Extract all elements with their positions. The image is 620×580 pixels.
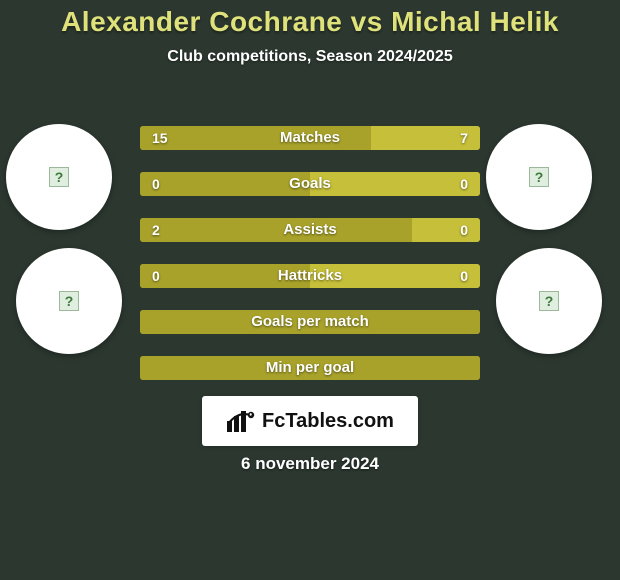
subtitle: Club competitions, Season 2024/2025 xyxy=(0,48,620,66)
image-placeholder-icon: ? xyxy=(539,291,559,311)
stat-label: Goals xyxy=(140,172,480,196)
avatar-player-right-1: ? xyxy=(486,124,592,230)
stat-label: Hattricks xyxy=(140,264,480,288)
image-placeholder-icon: ? xyxy=(529,167,549,187)
stats-panel: 15 Matches 7 0 Goals 0 2 Assists 0 0 Hat… xyxy=(140,126,480,402)
stat-label: Goals per match xyxy=(140,310,480,334)
image-placeholder-icon: ? xyxy=(49,167,69,187)
value-right: 0 xyxy=(460,218,468,242)
value-right: 7 xyxy=(460,126,468,150)
stat-label: Assists xyxy=(140,218,480,242)
infographic-root: Alexander Cochrane vs Michal Helik Club … xyxy=(0,0,620,580)
stat-row-goals-per-match: Goals per match xyxy=(140,310,480,334)
stat-row-goals: 0 Goals 0 xyxy=(140,172,480,196)
stat-label: Min per goal xyxy=(140,356,480,380)
fctables-logo-icon xyxy=(226,409,256,433)
avatar-player-left-2: ? xyxy=(16,248,122,354)
avatar-player-right-2: ? xyxy=(496,248,602,354)
stat-row-assists: 2 Assists 0 xyxy=(140,218,480,242)
image-placeholder-icon: ? xyxy=(59,291,79,311)
branding-text: FcTables.com xyxy=(262,410,394,433)
stat-row-hattricks: 0 Hattricks 0 xyxy=(140,264,480,288)
stat-row-matches: 15 Matches 7 xyxy=(140,126,480,150)
stat-label: Matches xyxy=(140,126,480,150)
value-right: 0 xyxy=(460,264,468,288)
page-title: Alexander Cochrane vs Michal Helik xyxy=(0,0,620,38)
branding-badge: FcTables.com xyxy=(202,396,418,446)
value-right: 0 xyxy=(460,172,468,196)
date-label: 6 november 2024 xyxy=(0,454,620,474)
avatar-player-left-1: ? xyxy=(6,124,112,230)
stat-row-min-per-goal: Min per goal xyxy=(140,356,480,380)
